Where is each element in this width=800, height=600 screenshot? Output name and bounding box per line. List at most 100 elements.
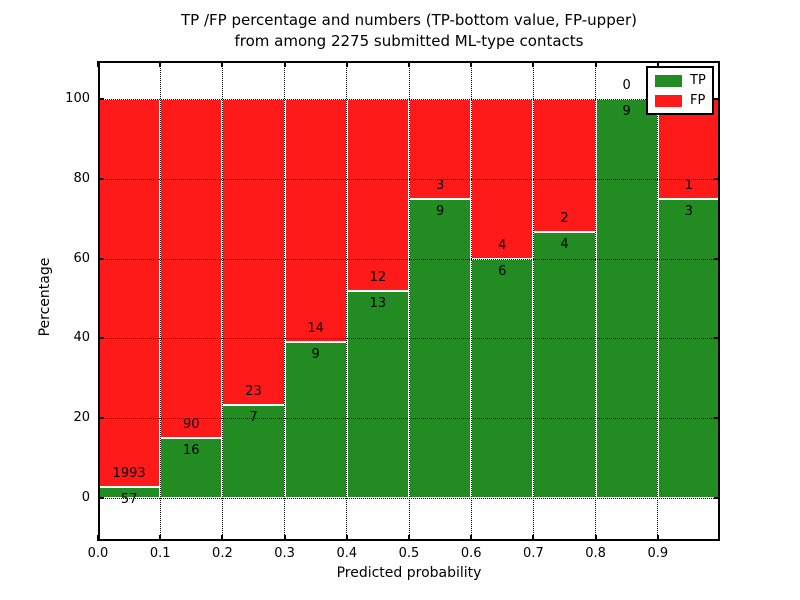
x-axis-label: Predicted probability [336,565,482,581]
x-tick-label: 0.0 [87,546,109,561]
bar-tp-segment [346,290,409,498]
fp-count-label: 90 [183,416,200,432]
x-tick-label: 0.9 [647,546,669,561]
fp-count-label: 3 [435,177,445,193]
y-tick-label: 20 [73,410,90,426]
bar-tp-segment [409,198,472,498]
bar-fp-segment [533,99,596,232]
x-tick [97,61,99,67]
bar-tp-segment [533,232,596,498]
x-gridline [470,61,472,541]
legend-label: FP [690,93,706,108]
fp-count-label: 14 [307,320,324,336]
y-tick [714,497,720,499]
y-tick [714,177,720,180]
legend-swatch-fp [655,94,682,107]
x-tick [532,535,535,541]
fp-count-label: 2 [560,211,569,226]
fp-count-label: 1 [684,177,694,193]
y-gridline [98,178,720,180]
fp-count-label: 0 [622,78,631,93]
y-tick [98,257,104,260]
legend: TP FP [646,66,714,115]
y-tick [98,497,104,499]
y-tick [98,337,104,340]
x-tick [470,61,473,67]
y-tick-label: 0 [81,490,90,505]
y-tick [714,337,720,340]
fp-count-label: 23 [245,383,262,399]
tp-count-label: 6 [498,263,507,279]
x-tick-label: 0.8 [585,546,606,561]
x-tick [97,535,99,541]
bar-tp-segment [222,404,285,498]
y-gridline [98,338,720,340]
tp-count-label: 9 [311,346,320,362]
y-tick [98,98,104,100]
fp-count-label: 12 [369,269,387,285]
x-tick [345,535,348,541]
tp-count-label: 9 [435,203,445,219]
x-tick [159,61,162,67]
legend-entry: FP [655,93,705,108]
x-gridline [595,61,597,541]
x-tick [470,535,473,541]
tp-count-label: 13 [369,295,387,311]
bar-fp-segment [657,99,720,199]
x-tick-label: 0.7 [523,546,544,561]
bar-tp-segment [471,258,534,498]
y-tick-label: 40 [73,330,90,346]
y-gridline [98,498,720,499]
x-tick [221,61,224,67]
x-tick [345,61,348,67]
plot-area: 1993 57 90 16 23 7 14 9 12 13 3 9 4 6 2 4 0 9 1 3 [97,61,720,541]
tp-count-label: 4 [560,237,569,252]
x-gridline [284,61,286,541]
y-tick [714,417,720,420]
bar-tp-segment [284,341,347,498]
legend-entry: TP [655,73,706,88]
x-tick [656,535,659,541]
x-gridline [532,61,534,541]
legend-label: TP [690,73,706,88]
y-tick-label: 100 [65,91,90,106]
x-gridline [159,61,161,541]
axes-spines [98,61,720,541]
chart-title-line2: from among 2275 submitted ML-type contac… [234,32,584,50]
x-tick-label: 0.1 [149,546,171,561]
x-tick [532,61,535,67]
y-gridline [98,418,720,420]
y-tick-label: 80 [73,170,90,186]
y-tick [714,257,720,260]
x-gridline [346,61,348,541]
x-tick [408,535,410,541]
y-gridline [98,99,720,100]
x-tick [221,535,224,541]
x-tick [656,61,659,67]
x-gridline [408,61,410,541]
x-tick-label: 0.4 [336,546,358,561]
tp-count-label: 3 [684,203,694,219]
fp-count-label: 1993 [112,465,146,481]
x-tick-label: 0.5 [398,546,420,561]
y-tick [98,417,104,420]
x-tick [594,61,597,67]
x-tick [283,535,286,541]
tp-count-label: 57 [120,491,138,507]
bar-fp-segment [409,99,472,199]
x-tick-label: 0.6 [460,546,482,561]
chart-title-line1: TP /FP percentage and numbers (TP-bottom… [181,11,637,29]
bar-tp-segment [160,437,223,498]
x-gridline [657,61,659,541]
y-gridline [98,258,720,260]
x-tick [159,535,162,541]
bar-fp-segment [284,99,347,342]
tp-count-label: 16 [183,442,200,458]
x-tick-label: 0.3 [274,546,295,561]
y-tick [98,177,104,180]
legend-swatch-tp [655,74,682,87]
bar-tp-segment [595,99,658,498]
x-tick [594,535,597,541]
chart-title: TP /FP percentage and numbers (TP-bottom… [98,10,720,52]
